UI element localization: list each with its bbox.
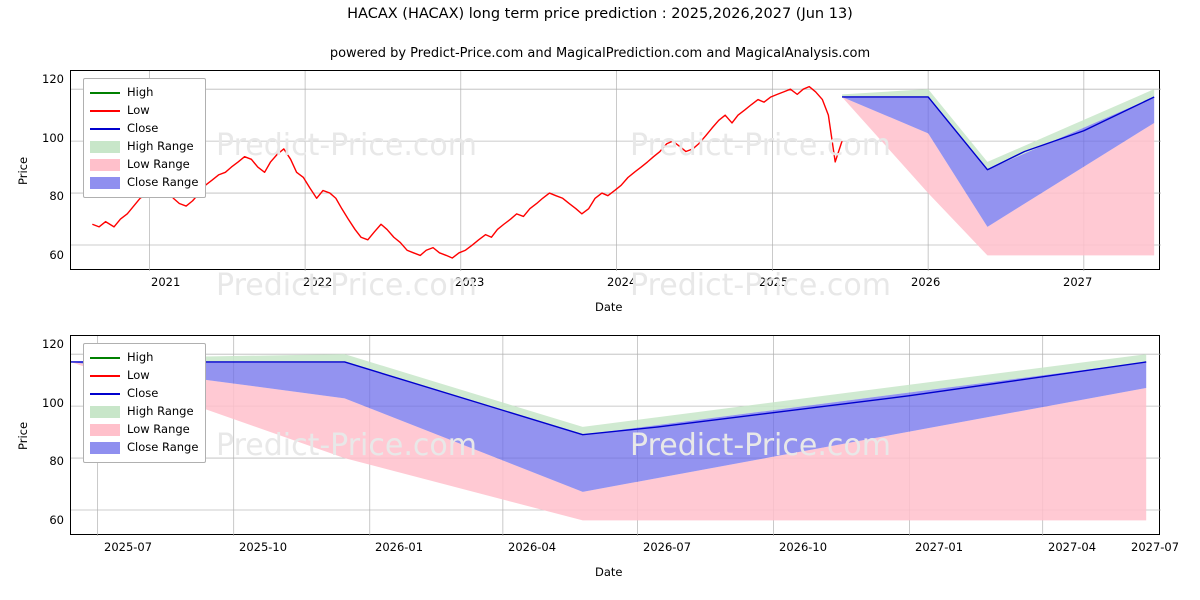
bottom-xtick-2026-04: 2026-04 <box>508 540 557 554</box>
top-legend-item-high-range: High Range <box>90 138 198 156</box>
top-legend-label-2: Close <box>127 121 159 136</box>
top-yaxis-label: Price <box>16 156 30 185</box>
bottom-xtick-2027-07: 2027-07 <box>1131 540 1180 554</box>
bottom-yaxis-label: Price <box>16 421 30 450</box>
top-xtick-2023: 2023 <box>455 275 485 289</box>
bottom-xaxis-label: Date <box>595 565 623 579</box>
bottom-xtick-2027-04: 2027-04 <box>1048 540 1097 554</box>
bottom-xtick-2026-07: 2026-07 <box>643 540 692 554</box>
bottom-xtick-2027-01: 2027-01 <box>915 540 964 554</box>
bottom-legend-item-close: Close <box>90 385 198 403</box>
top-ytick-60: 60 <box>49 248 64 262</box>
bottom-legend-item-high: High <box>90 349 198 367</box>
top-legend-swatch-2 <box>90 123 120 135</box>
top-xtick-2027: 2027 <box>1063 275 1093 289</box>
top-xtick-2021: 2021 <box>151 275 181 289</box>
top-ytick-80: 80 <box>49 189 64 203</box>
bottom-legend-item-close-range: Close Range <box>90 439 198 457</box>
top-xtick-2024: 2024 <box>607 275 637 289</box>
series-low <box>92 85 843 259</box>
bottom-ytick-60: 60 <box>49 513 64 527</box>
bottom-legend-label-0: High <box>127 350 154 365</box>
top-legend-item-close-range: Close Range <box>90 174 198 192</box>
top-xtick-2025: 2025 <box>759 275 789 289</box>
top-legend-label-1: Low <box>127 103 150 118</box>
top-legend-label-0: High <box>127 85 154 100</box>
bottom-legend-item-low-range: Low Range <box>90 421 198 439</box>
top-legend-swatch-1 <box>90 105 120 117</box>
bottom-xtick-2025-07: 2025-07 <box>104 540 153 554</box>
bottom-legend-item-low: Low <box>90 367 198 385</box>
top-plot-area <box>71 71 1161 271</box>
top-legend-item-close: Close <box>90 120 198 138</box>
bottom-legend-swatch-0 <box>90 352 120 364</box>
top-xtick-2026: 2026 <box>911 275 941 289</box>
top-ytick-100: 100 <box>42 131 64 145</box>
bottom-plot-area <box>71 336 1161 536</box>
top-legend-swatch-3 <box>90 141 120 153</box>
top-legend-label-3: High Range <box>127 139 194 154</box>
bottom-legend-label-1: Low <box>127 368 150 383</box>
bottom-legend-swatch-1 <box>90 370 120 382</box>
bottom-ytick-120: 120 <box>42 337 64 351</box>
bottom-legend-swatch-3 <box>90 406 120 418</box>
bottom-legend-swatch-2 <box>90 388 120 400</box>
top-ytick-120: 120 <box>42 72 64 86</box>
band-low-range <box>842 96 1155 256</box>
top-xaxis-label: Date <box>595 300 623 314</box>
top-chart-legend: High Low Close High Range Low Range Close Ran… <box>83 78 207 198</box>
band-close-range <box>71 361 1147 492</box>
series-close <box>842 96 1155 171</box>
top-legend-swatch-5 <box>90 177 120 189</box>
top-chart-axes <box>70 70 1161 271</box>
bottom-xtick-2026-10: 2026-10 <box>779 540 828 554</box>
bottom-legend-label-2: Close <box>127 386 159 401</box>
top-xtick-2022: 2022 <box>303 275 333 289</box>
top-legend-item-low-range: Low Range <box>90 156 198 174</box>
top-legend-label-4: Low Range <box>127 157 190 172</box>
top-legend-swatch-4 <box>90 159 120 171</box>
bottom-xtick-2026-01: 2026-01 <box>375 540 424 554</box>
bottom-chart-axes <box>70 335 1161 536</box>
bottom-chart-legend: High Low Close High Range Low Range Close Ran… <box>83 343 207 463</box>
bottom-ytick-100: 100 <box>42 396 64 410</box>
bottom-ytick-80: 80 <box>49 454 64 468</box>
bottom-legend-label-4: Low Range <box>127 422 190 437</box>
bottom-legend-label-3: High Range <box>127 404 194 419</box>
watermark-mid-left: Predict-Price.com <box>216 268 477 303</box>
top-legend-swatch-0 <box>90 87 120 99</box>
band-low-range <box>71 361 1147 521</box>
top-legend-item-low: Low <box>90 102 198 120</box>
bottom-legend-label-5: Close Range <box>127 440 199 455</box>
bottom-legend-item-high-range: High Range <box>90 403 198 421</box>
bottom-xtick-2025-10: 2025-10 <box>239 540 288 554</box>
top-legend-label-5: Close Range <box>127 175 199 190</box>
bottom-legend-swatch-4 <box>90 424 120 436</box>
top-legend-item-high: High <box>90 84 198 102</box>
chart-subtitle: powered by Predict-Price.com and Magical… <box>329 46 871 61</box>
band-close-range <box>842 96 1155 227</box>
bottom-legend-swatch-5 <box>90 442 120 454</box>
chart-title: HACAX (HACAX) long term price prediction… <box>347 6 853 22</box>
